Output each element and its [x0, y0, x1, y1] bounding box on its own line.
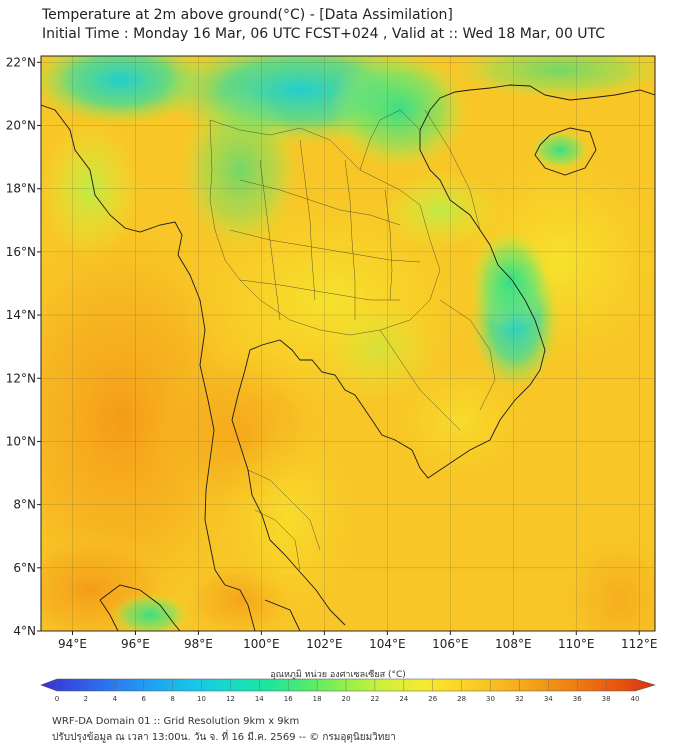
colorbar-tick-label: 38	[602, 695, 611, 703]
lat-tick-label: 22°N	[6, 55, 36, 69]
lat-tick-label: 12°N	[6, 371, 36, 385]
colorbar-tick-label: 36	[573, 695, 582, 703]
longitude-labels: 94°E 96°E 98°E 100°E 102°E 104°E 106°E 108°E 110…	[58, 637, 657, 651]
lat-tick-label: 6°N	[13, 561, 36, 575]
colorbar-tick-label: 26	[428, 695, 437, 703]
colorbar-tick-label: 2	[84, 695, 88, 703]
lon-tick-label: 98°E	[184, 637, 213, 651]
colorbar-tick-label: 32	[515, 695, 524, 703]
graticule	[37, 56, 655, 635]
colorbar-tick-label: 16	[284, 695, 293, 703]
lat-tick-label: 16°N	[6, 245, 36, 259]
chart-title: Temperature at 2m above ground(°C) - [Da…	[42, 7, 453, 23]
lon-tick-label: 112°E	[621, 637, 658, 651]
colorbar-tick-label: 22	[370, 695, 379, 703]
colorbar-tick-label: 6	[141, 695, 146, 703]
temperature-field	[41, 56, 655, 631]
chart-subtitle: Initial Time : Monday 16 Mar, 06 UTC FCS…	[42, 26, 606, 42]
footer-model-info: WRF-DA Domain 01 :: Grid Resolution 9km …	[52, 716, 300, 727]
colorbar-ticks: 0 2 4 6 8 10 12 14 16 18 20 22 24 26 28 30 32 34 36 38 40	[55, 679, 640, 703]
colorbar-tick-label: 30	[486, 695, 495, 703]
lon-tick-label: 94°E	[58, 637, 87, 651]
lat-tick-label: 20°N	[6, 119, 36, 133]
lat-tick-label: 4°N	[13, 624, 36, 638]
lat-tick-label: 8°N	[13, 498, 36, 512]
colorbar-tick-label: 18	[313, 695, 322, 703]
colorbar-tick-label: 28	[457, 695, 466, 703]
lat-tick-label: 10°N	[6, 434, 36, 448]
colorbar-tick-label: 24	[399, 695, 408, 703]
latitude-labels: 22°N 20°N 18°N 16°N 14°N 12°N 10°N 8°N 6°N 4°N	[6, 55, 36, 638]
lon-tick-label: 106°E	[432, 637, 469, 651]
lon-tick-label: 104°E	[369, 637, 406, 651]
colorbar-tick-label: 4	[113, 695, 118, 703]
colorbar-tick-label: 40	[631, 695, 640, 703]
colorbar-tick-label: 0	[55, 695, 59, 703]
footer-update-info: ปรับปรุงข้อมูล ณ เวลา 13:00น. วัน จ. ที่…	[52, 732, 396, 743]
colorbar-tick-label: 34	[544, 695, 553, 703]
province-borders	[209, 109, 496, 571]
colorbar-tick-label: 10	[197, 695, 206, 703]
colorbar-tick-label: 12	[226, 695, 235, 703]
lon-tick-label: 96°E	[121, 637, 150, 651]
colorbar-tick-label: 8	[170, 695, 174, 703]
lat-tick-label: 14°N	[6, 308, 36, 322]
colorbar-tick-label: 14	[255, 695, 264, 703]
colorbar-title: อุณหภูมิ หน่วย องศาเซลเซียส (°C)	[270, 670, 406, 680]
lon-tick-label: 108°E	[495, 637, 532, 651]
colorbar-tick-label: 20	[342, 695, 351, 703]
coastlines	[41, 84, 655, 631]
colorbar: 0 2 4 6 8 10 12 14 16 18 20 22 24 26 28 30 32 34 36 38 40	[40, 678, 657, 703]
lat-tick-label: 18°N	[6, 182, 36, 196]
lon-tick-label: 100°E	[243, 637, 280, 651]
lon-tick-label: 110°E	[558, 637, 595, 651]
lon-tick-label: 102°E	[306, 637, 343, 651]
